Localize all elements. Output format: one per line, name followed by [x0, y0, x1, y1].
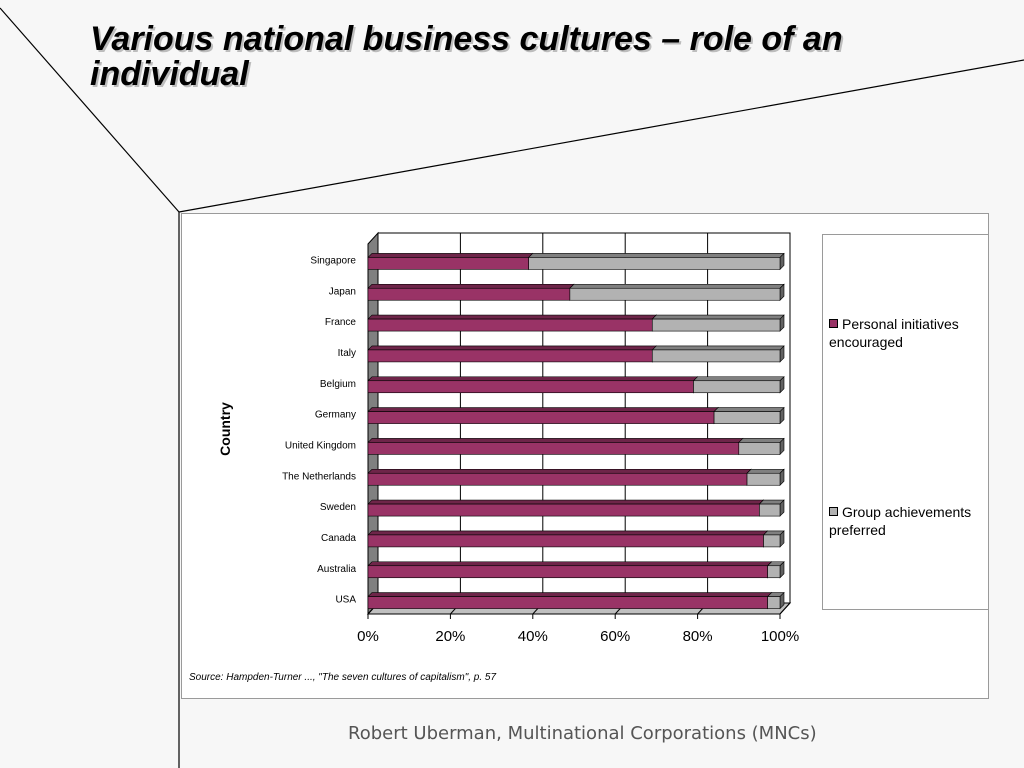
bar-group [746, 472, 781, 486]
slide-title: Various national business cultures – rol… [90, 20, 843, 93]
bar-personal-top [367, 468, 752, 474]
bar-personal-top [367, 530, 769, 536]
legend-label: Group achievements preferred [829, 504, 972, 538]
bar-group [651, 318, 781, 332]
y-tick-label: USA [335, 595, 356, 606]
y-tick-label: Australia [317, 564, 356, 575]
y-tick-label: France [325, 317, 357, 328]
x-tick-label: 100% [761, 628, 799, 645]
y-tick-label: Japan [329, 286, 356, 297]
bar-group-top [527, 253, 785, 258]
bar-group [763, 534, 781, 548]
y-tick-label: Sweden [320, 502, 356, 513]
bar-personal [367, 287, 571, 301]
bar-personal [367, 534, 764, 548]
bar-group [738, 442, 781, 455]
bar-group-top [692, 376, 785, 382]
frame-line-right-diagonal [178, 59, 1024, 213]
bar-group [767, 565, 781, 579]
bar-personal-top [367, 345, 658, 351]
bar-personal-top [367, 592, 773, 597]
legend-entry: Personal initiatives encouraged [829, 315, 985, 351]
bar-personal [367, 565, 768, 579]
chart-container: 0% 20% 40% 60% 80% 100% Singapore Japan France It… [181, 213, 989, 699]
legend-entry: Group achievements preferred [829, 503, 985, 539]
bar-group [528, 257, 781, 270]
floor-gridline [779, 602, 791, 615]
bar-group-top [651, 314, 785, 320]
bar-personal [367, 411, 715, 424]
legend-swatch [829, 507, 838, 516]
bar-personal [367, 503, 760, 517]
x-tick-label: 60% [600, 628, 630, 645]
bar-personal-top [367, 283, 575, 289]
bar-personal [367, 596, 768, 609]
y-tick-label: Italy [338, 348, 356, 359]
bar-group-top [746, 468, 785, 474]
x-tick-label: 80% [683, 628, 713, 645]
bar-group [569, 287, 781, 301]
bar-group [651, 349, 781, 363]
x-tick-label: 0% [357, 628, 379, 645]
bar-personal [367, 442, 740, 455]
bar-group-top [569, 283, 785, 289]
y-tick-label: United Kingdom [285, 440, 356, 451]
bar-group [767, 596, 781, 609]
x-tick-label: 40% [518, 628, 548, 645]
source-note: Source: Hampden-Turner ..., "The seven c… [189, 672, 497, 683]
bar-group [713, 411, 781, 424]
bar-personal-top [367, 253, 534, 258]
y-tick-label: The Netherlands [282, 471, 356, 482]
bar-group [693, 380, 781, 394]
x-tick-label: 20% [435, 628, 465, 645]
bar-personal [367, 380, 694, 394]
legend-swatch [829, 319, 838, 328]
y-tick-label: Belgium [320, 379, 356, 390]
bar-personal-top [367, 314, 658, 320]
bar-personal-top [367, 376, 699, 382]
bar-group [759, 503, 781, 517]
y-tick-label: Singapore [310, 255, 356, 266]
bar-personal-top [367, 561, 773, 567]
bar-personal-top [367, 438, 744, 443]
bar-group-top [651, 345, 785, 351]
bar-personal [367, 472, 748, 486]
y-axis-title: Country [217, 402, 233, 456]
bar-personal [367, 349, 653, 363]
bar-personal [367, 318, 653, 332]
bar-group-top [713, 407, 785, 412]
chart-legend: Personal initiatives encouraged Group ach… [822, 234, 989, 610]
bar-personal-top [367, 407, 719, 412]
bar-personal-top [367, 499, 765, 505]
legend-label: Personal initiatives encouraged [829, 316, 959, 350]
y-tick-label: Germany [315, 410, 356, 421]
y-tick-label: Canada [321, 533, 356, 544]
bar-personal [367, 257, 529, 270]
bar-group-top [738, 438, 785, 443]
slide-footer: Robert Uberman, Multinational Corporatio… [348, 723, 817, 744]
frame-line-left-diagonal [0, 7, 180, 213]
bar-chart: 0% 20% 40% 60% 80% 100% Singapore Japan France It… [217, 231, 799, 645]
